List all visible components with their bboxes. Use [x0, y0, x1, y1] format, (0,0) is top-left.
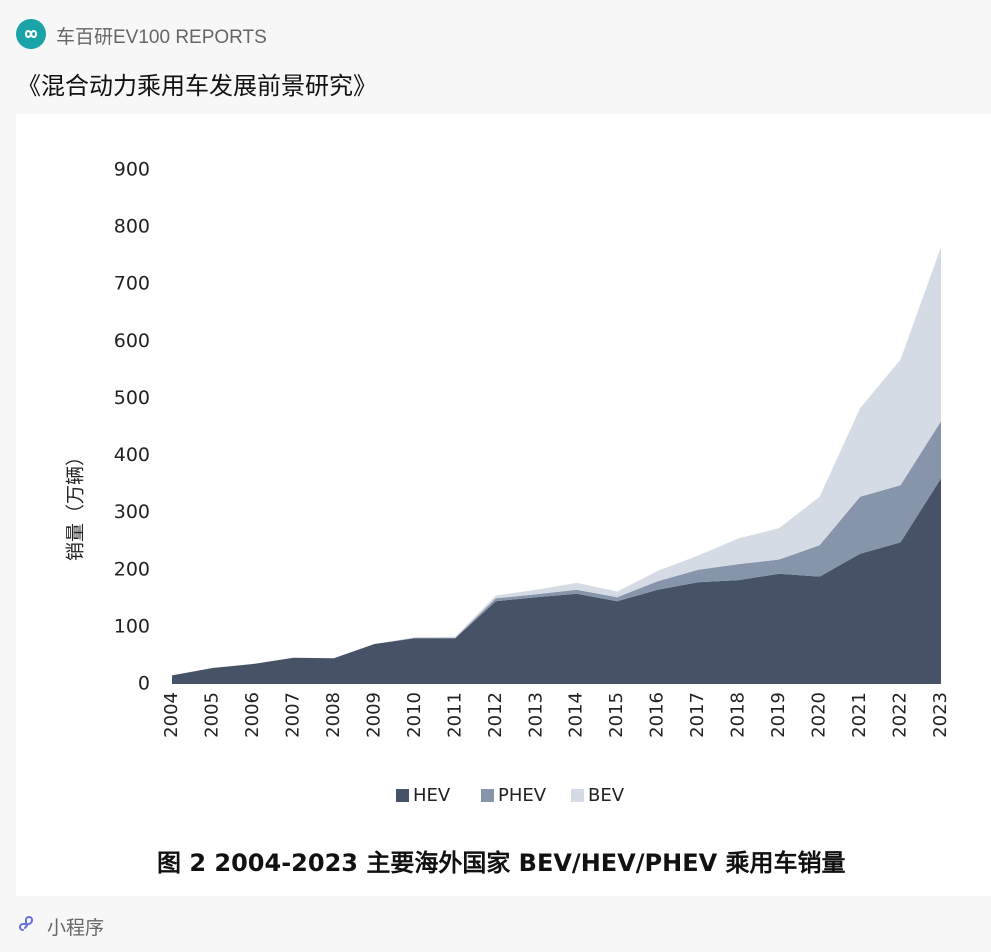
- x-tick-label: 2018: [728, 692, 749, 738]
- legend-label: PHEV: [498, 785, 547, 806]
- x-axis-ticks: 2004 2005 2006 2007 2008 2009 2010 2011 2012 2013…: [161, 692, 951, 738]
- legend-item-hev: HEV: [396, 785, 451, 806]
- y-tick-label: 300: [114, 501, 150, 523]
- y-tick-label: 400: [114, 444, 150, 466]
- x-tick-label: 2014: [566, 692, 587, 738]
- infinity-icon: [24, 30, 38, 38]
- mini-program-icon: [19, 916, 34, 931]
- legend-swatch: [396, 789, 409, 802]
- x-tick-label: 2020: [809, 692, 830, 738]
- x-tick-label: 2023: [930, 692, 951, 738]
- ev100-logo: [16, 19, 46, 49]
- report-title: 《混合动力乘用车发展前景研究》: [17, 72, 377, 100]
- legend-item-phev: PHEV: [481, 785, 547, 806]
- x-tick-label: 2011: [444, 692, 465, 738]
- area-bev: [172, 247, 941, 676]
- x-tick-label: 2009: [363, 692, 384, 738]
- y-tick-label: 600: [114, 330, 150, 352]
- area-layer: [172, 247, 941, 684]
- legend-item-bev: BEV: [571, 785, 625, 806]
- legend: HEV PHEV BEV: [396, 785, 625, 806]
- x-tick-label: 2012: [485, 692, 506, 738]
- x-tick-label: 2021: [849, 692, 870, 738]
- y-tick-label: 200: [114, 558, 150, 580]
- x-tick-label: 2013: [525, 692, 546, 738]
- footer-bar: 小程序: [0, 896, 991, 952]
- x-tick-label: 2005: [202, 692, 223, 738]
- source-name[interactable]: 车百研EV100 REPORTS: [56, 27, 267, 48]
- x-tick-label: 2007: [282, 692, 303, 738]
- y-axis-label: 销量（万辆）: [65, 447, 87, 561]
- x-tick-label: 2017: [687, 692, 708, 738]
- x-tick-label: 2022: [890, 692, 911, 738]
- x-tick-label: 2019: [768, 692, 789, 738]
- legend-swatch: [571, 789, 584, 802]
- y-tick-label: 0: [138, 673, 150, 695]
- x-tick-label: 2006: [242, 692, 263, 738]
- x-tick-label: 2004: [161, 692, 182, 738]
- mini-program-link[interactable]: 小程序: [47, 917, 105, 939]
- y-tick-label: 900: [114, 159, 150, 181]
- legend-label: BEV: [588, 785, 625, 806]
- area-hev: [172, 478, 941, 684]
- y-tick-label: 700: [114, 273, 150, 295]
- chart-card: 0 100 200 300 400 500 600 700 800 900 2004 2005 200…: [16, 114, 991, 896]
- y-tick-label: 500: [114, 387, 150, 409]
- x-tick-label: 2015: [606, 692, 627, 738]
- y-axis-ticks: 0 100 200 300 400 500 600 700 800 900: [114, 159, 150, 695]
- x-tick-label: 2008: [323, 692, 344, 738]
- legend-label: HEV: [413, 785, 451, 806]
- y-tick-label: 100: [114, 615, 150, 637]
- x-tick-label: 2010: [404, 692, 425, 738]
- article-header: 车百研EV100 REPORTS 《混合动力乘用车发展前景研究》: [0, 0, 991, 113]
- y-tick-label: 800: [114, 216, 150, 238]
- x-tick-label: 2016: [647, 692, 668, 738]
- legend-swatch: [481, 789, 494, 802]
- chart-caption: 图 2 2004-2023 主要海外国家 BEV/HEV/PHEV 乘用车销量: [157, 849, 846, 877]
